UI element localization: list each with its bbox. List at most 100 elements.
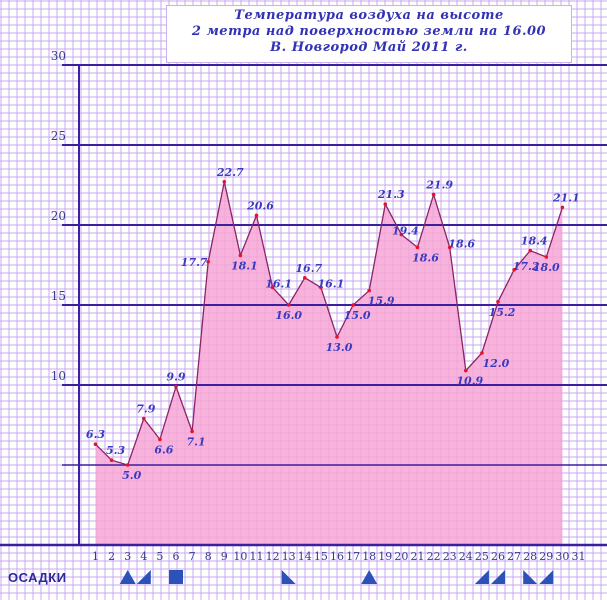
precip-symbol-day-25: [474, 570, 489, 584]
y-tick-label-30: 30: [51, 49, 66, 63]
data-label-day-12: 16.1: [265, 277, 292, 290]
precip-symbol-day-6: [169, 570, 183, 584]
data-label-day-5: 6.6: [154, 443, 173, 456]
data-label-day-24: 10.9: [456, 375, 483, 388]
data-point-day-3: [125, 463, 130, 467]
data-label-day-11: 20.6: [246, 199, 274, 212]
data-label-day-16: 13.0: [326, 341, 353, 354]
data-point-day-26: [496, 300, 500, 304]
data-point-day-20: [399, 232, 404, 237]
x-tick-label-10: 10: [233, 550, 247, 563]
x-tick-label-27: 27: [507, 550, 521, 563]
x-tick-label-16: 16: [330, 550, 344, 563]
data-point-day-25: [480, 351, 484, 355]
x-tick-label-1: 1: [92, 550, 99, 563]
data-label-day-21: 18.6: [412, 251, 439, 264]
data-point-day-5: [158, 437, 162, 442]
title-line-3: В. Новгород Май 2011 г.: [270, 40, 468, 55]
data-point-day-11: [254, 213, 259, 218]
x-tick-label-12: 12: [266, 550, 280, 563]
data-label-day-22: 21.9: [425, 179, 453, 192]
data-label-day-3: 5.0: [122, 469, 141, 482]
data-label-day-15: 16.1: [318, 277, 345, 290]
data-label-day-4: 7.9: [136, 403, 155, 416]
y-tick-label-10: 10: [51, 369, 66, 383]
data-label-day-18: 15.9: [368, 295, 395, 308]
data-point-day-17: [351, 303, 355, 307]
data-label-day-7: 7.1: [187, 435, 206, 448]
y-tick-label-25: 25: [51, 129, 66, 143]
x-tick-label-24: 24: [459, 550, 473, 563]
data-label-day-27: 17.2: [513, 260, 540, 273]
data-point-day-24: [464, 368, 468, 373]
data-point-day-9: [222, 180, 227, 184]
data-label-day-23: 18.6: [448, 237, 475, 250]
x-tick-label-14: 14: [298, 550, 312, 563]
data-label-day-30: 21.1: [552, 191, 580, 204]
precip-symbol-day-13: [281, 570, 296, 584]
x-tick-label-18: 18: [362, 550, 376, 563]
x-tick-label-4: 4: [140, 550, 147, 563]
x-tick-label-26: 26: [491, 550, 505, 563]
x-tick-label-7: 7: [189, 550, 196, 563]
data-point-day-22: [431, 192, 436, 197]
data-point-day-2: [109, 458, 114, 463]
data-label-day-25: 12.0: [483, 357, 510, 370]
x-tick-label-23: 23: [443, 550, 457, 563]
data-point-day-4: [142, 416, 146, 421]
data-point-day-12: [270, 285, 275, 290]
x-tick-label-20: 20: [394, 550, 408, 563]
data-label-day-26: 15.2: [489, 306, 516, 319]
temperature-area: [95, 181, 563, 546]
x-tick-label-21: 21: [411, 550, 425, 563]
data-label-day-8: 17.7: [181, 256, 208, 269]
y-tick-label-20: 20: [51, 209, 66, 223]
x-tick-label-22: 22: [427, 550, 441, 563]
x-tick-label-8: 8: [205, 550, 212, 563]
x-tick-label-28: 28: [523, 550, 537, 563]
x-tick-label-15: 15: [314, 550, 328, 563]
title-line-2: 2 метра над поверхностью земли на 16.00: [191, 24, 547, 39]
x-tick-label-5: 5: [156, 550, 163, 563]
x-tick-label-25: 25: [475, 550, 489, 563]
data-point-day-16: [335, 335, 339, 339]
data-point-day-18: [367, 288, 372, 293]
x-tick-label-11: 11: [250, 550, 264, 563]
x-tick-label-30: 30: [555, 550, 569, 563]
data-point-day-14: [303, 276, 307, 280]
x-tick-label-17: 17: [346, 550, 360, 563]
data-point-day-30: [560, 205, 565, 210]
data-point-day-8: [206, 260, 210, 264]
precip-symbol-day-4: [136, 570, 151, 584]
data-label-day-19: 21.3: [377, 188, 405, 201]
data-point-day-27: [512, 268, 516, 272]
precip-symbol-day-29: [539, 570, 554, 584]
data-point-day-6: [174, 384, 178, 389]
data-label-day-17: 15.0: [344, 309, 371, 322]
data-point-day-13: [286, 303, 291, 307]
data-label-day-13: 16.0: [275, 309, 302, 322]
data-label-day-20: 19.4: [392, 225, 419, 238]
data-point-day-15: [319, 285, 323, 290]
x-tick-label-2: 2: [108, 550, 115, 563]
y-tick-label-15: 15: [51, 289, 66, 303]
data-label-day-6: 9.9: [166, 371, 185, 384]
data-point-day-28: [528, 248, 532, 253]
temperature-line: [95, 181, 564, 466]
chart-title-box: Температура воздуха на высоте 2 метра на…: [166, 5, 572, 63]
data-label-day-28: 18.4: [521, 235, 548, 248]
data-label-day-1: 6.3: [86, 428, 105, 441]
title-line-1: Температура воздуха на высоте: [234, 8, 504, 23]
data-label-day-10: 18.1: [231, 259, 258, 272]
data-point-day-7: [190, 429, 194, 434]
data-label-day-2: 5.3: [106, 444, 125, 457]
precip-symbol-day-3: [119, 570, 136, 584]
x-tick-label-9: 9: [221, 550, 228, 563]
precip-symbol-day-18: [361, 570, 378, 584]
x-tick-label-19: 19: [378, 550, 392, 563]
precipitation-label: ОСАДКИ: [8, 570, 67, 585]
data-label-day-14: 16.7: [295, 262, 322, 275]
data-point-day-29: [544, 255, 549, 259]
data-point-day-21: [415, 245, 420, 250]
data-point-day-19: [383, 202, 388, 206]
